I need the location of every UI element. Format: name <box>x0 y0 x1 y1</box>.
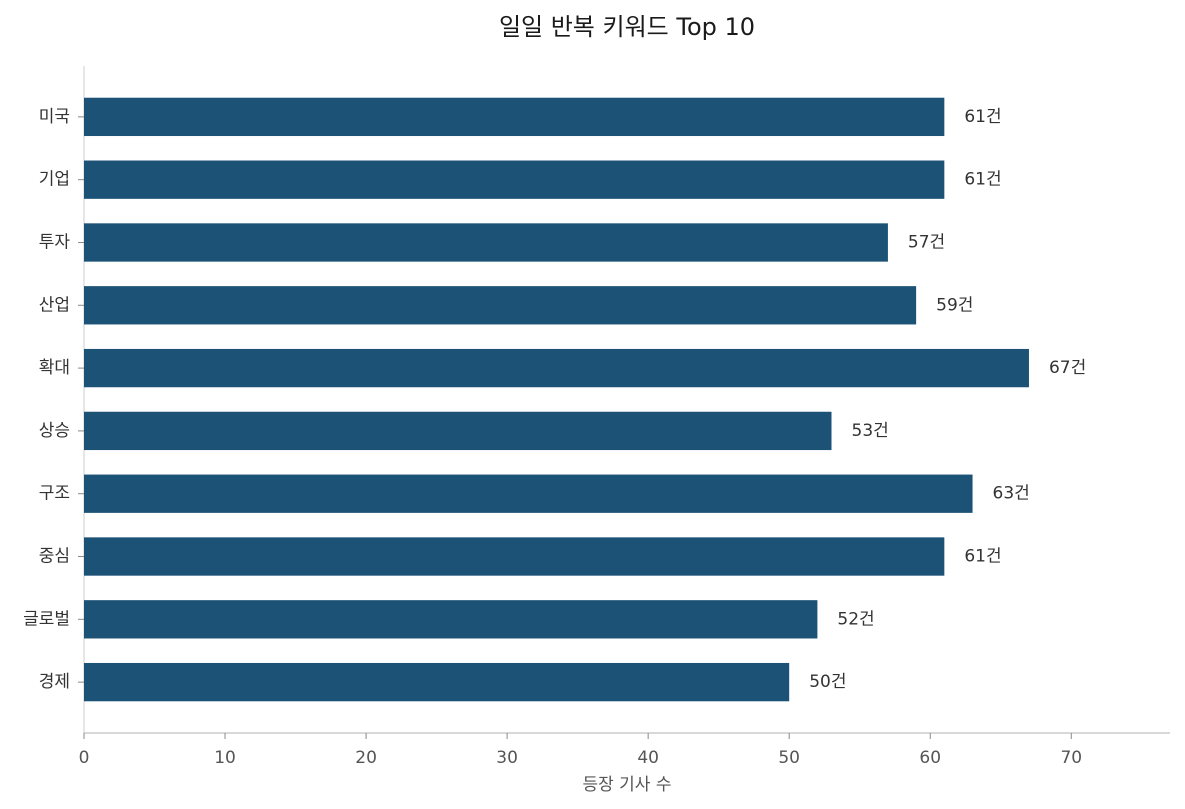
bar <box>84 474 973 513</box>
y-tick-label: 투자 <box>39 232 71 252</box>
value-label: 52건 <box>837 609 874 629</box>
x-tick-label: 50 <box>778 748 800 768</box>
value-label: 61건 <box>964 547 1001 567</box>
value-label: 59건 <box>936 295 973 315</box>
value-label: 61건 <box>964 107 1001 127</box>
bar <box>84 223 888 262</box>
value-label: 63건 <box>993 484 1030 504</box>
x-tick-label: 0 <box>79 748 90 768</box>
bar <box>84 662 790 702</box>
y-tick-label: 상승 <box>39 421 70 441</box>
value-label: 50건 <box>809 672 846 692</box>
x-tick-label: 10 <box>214 748 236 768</box>
bar <box>84 286 917 325</box>
bar <box>84 600 818 639</box>
chart-title: 일일 반복 키워드 Top 10 <box>499 13 755 41</box>
y-tick-label: 산업 <box>39 295 70 315</box>
x-axis-label: 등장 기사 수 <box>582 775 671 795</box>
y-tick-label: 미국 <box>39 107 70 127</box>
y-tick-label: 기업 <box>39 170 70 190</box>
x-tick-label: 20 <box>355 748 377 768</box>
y-tick-label: 중심 <box>39 547 70 567</box>
value-label: 61건 <box>964 170 1001 190</box>
value-label: 57건 <box>908 232 945 252</box>
y-tick-label: 글로벌 <box>23 609 70 629</box>
bar <box>84 97 945 137</box>
x-tick-label: 70 <box>1060 748 1082 768</box>
x-tick-label: 30 <box>496 748 518 768</box>
y-tick-label: 경제 <box>39 672 70 692</box>
value-label: 67건 <box>1049 358 1086 378</box>
bar <box>84 537 945 576</box>
bar <box>84 160 945 199</box>
x-tick-label: 60 <box>919 748 941 768</box>
value-label: 53건 <box>852 421 889 441</box>
y-tick-label: 구조 <box>39 484 70 504</box>
bar <box>84 411 832 451</box>
y-tick-label: 확대 <box>39 358 70 378</box>
bar <box>84 348 1029 388</box>
x-tick-label: 40 <box>637 748 659 768</box>
